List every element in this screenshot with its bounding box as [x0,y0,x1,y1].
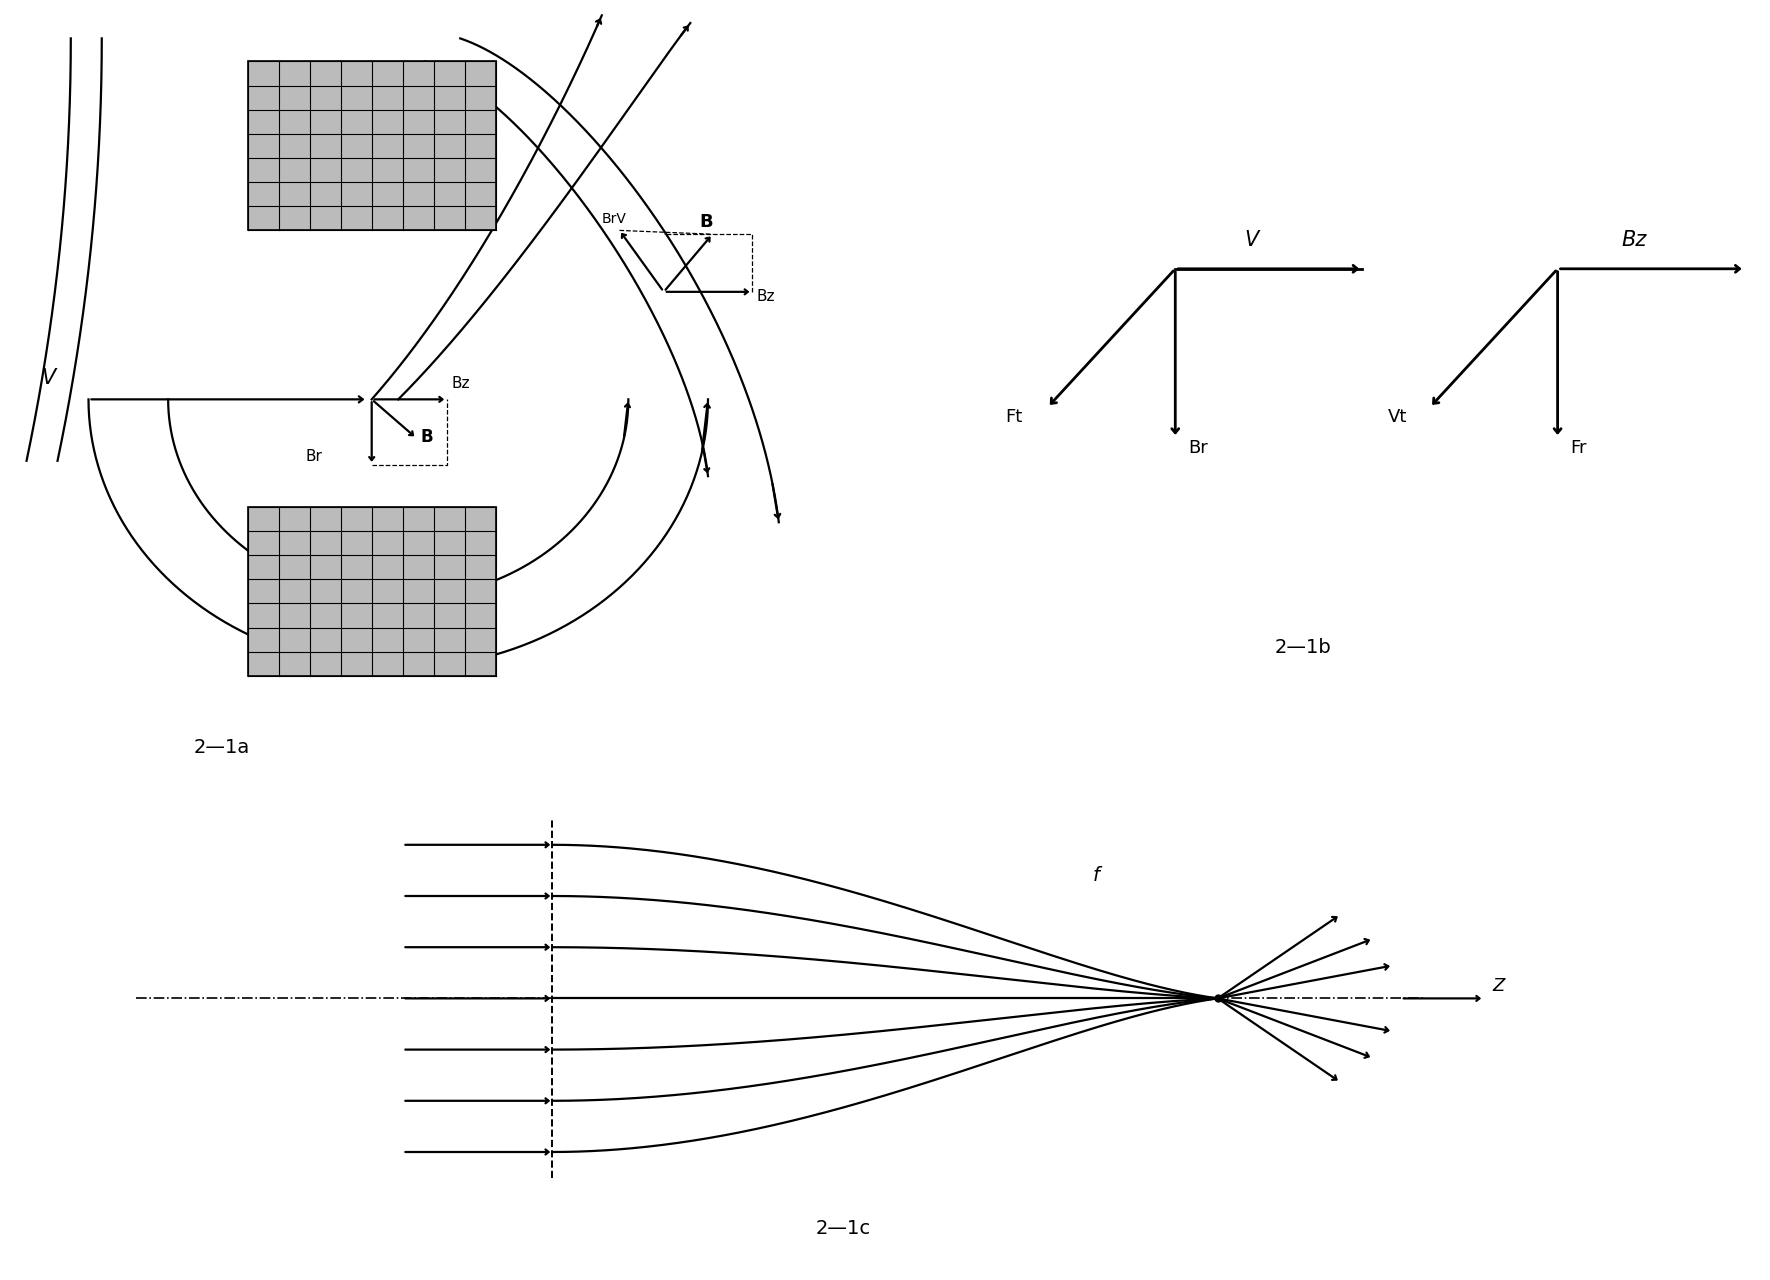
Text: Vt: Vt [1388,408,1407,426]
Bar [248,507,496,676]
Text: 2—1a: 2—1a [193,737,250,756]
Text: f: f [1092,865,1099,884]
Text: 2—1c: 2—1c [816,1219,871,1238]
Text: B: B [699,212,713,230]
Text: Z: Z [1492,977,1504,995]
Text: Bz: Bz [758,289,775,305]
Text: BrV: BrV [602,211,627,225]
Text: Fr: Fr [1570,439,1588,457]
Text: Br: Br [1188,439,1207,457]
Bar [248,61,496,230]
Text: Br: Br [306,449,322,463]
Text: V: V [1244,230,1258,250]
Text: V: V [41,369,57,388]
Text: Bz: Bz [1621,230,1646,250]
Text: Ft: Ft [1005,408,1023,426]
Text: Bz: Bz [451,376,469,390]
Text: 2—1b: 2—1b [1274,637,1331,657]
Text: B: B [421,428,434,445]
